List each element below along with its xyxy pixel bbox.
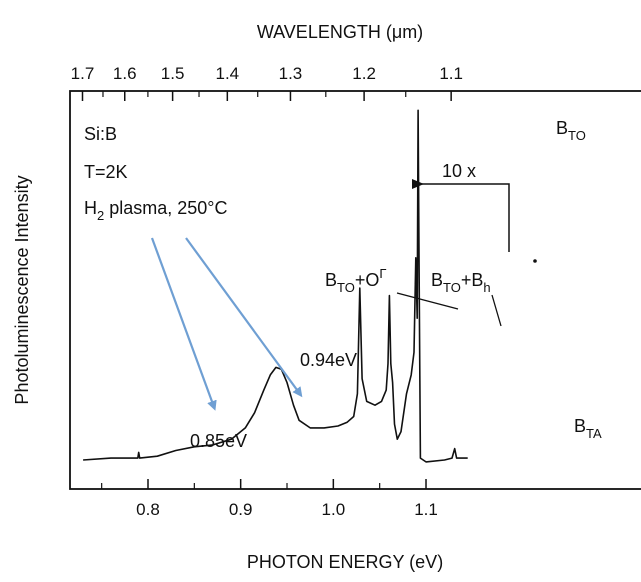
top-axis-title: WAVELENGTH (μm) [257, 22, 423, 42]
top-axis-ticks: 1.7 1.6 1.5 1.4 1.3 1.2 1.1 [71, 64, 463, 101]
top-tick-label: 1.3 [279, 64, 303, 83]
top-tick-label: 1.4 [216, 64, 240, 83]
leader-bto-bh [491, 294, 502, 327]
peak-label-bto: BTO [556, 118, 586, 143]
peak-label-094ev: 0.94eV [300, 350, 357, 370]
magnification-label: 10 x [442, 161, 476, 181]
temperature-label: T=2K [84, 162, 128, 182]
top-tick-label: 1.6 [113, 64, 137, 83]
spectrum-line [83, 109, 468, 463]
sample-label: Si:B [84, 124, 117, 144]
peak-label-bto-o-gamma: BTO+OΓ [325, 266, 387, 295]
x-axis-title: PHOTON ENERGY (eV) [247, 552, 443, 572]
plasma-label: H2 plasma, 250°C [84, 198, 228, 223]
peak-label-bta: BTA [574, 416, 602, 441]
bottom-tick-label: 1.1 [414, 500, 438, 519]
arrow-to-094ev [185, 237, 303, 398]
y-axis-title: Photoluminescence Intensity [12, 175, 32, 404]
top-tick-label: 1.1 [439, 64, 463, 83]
bottom-axis-ticks: 0.8 0.9 1.0 1.1 [101, 479, 438, 519]
magnification-arrow [412, 179, 510, 252]
arrow-to-085ev [150, 237, 217, 411]
magnification-dot [533, 259, 537, 263]
leader-bto-o-gamma [396, 292, 459, 310]
bottom-tick-label: 1.0 [322, 500, 346, 519]
peak-label-085ev: 0.85eV [190, 431, 247, 451]
bottom-tick-label: 0.9 [229, 500, 253, 519]
top-tick-label: 1.5 [161, 64, 185, 83]
peak-label-bto-bh: BTO+Bh [431, 270, 491, 295]
top-tick-label: 1.2 [352, 64, 376, 83]
top-tick-label: 1.7 [71, 64, 95, 83]
bottom-tick-label: 0.8 [136, 500, 160, 519]
plot-frame [69, 90, 641, 490]
